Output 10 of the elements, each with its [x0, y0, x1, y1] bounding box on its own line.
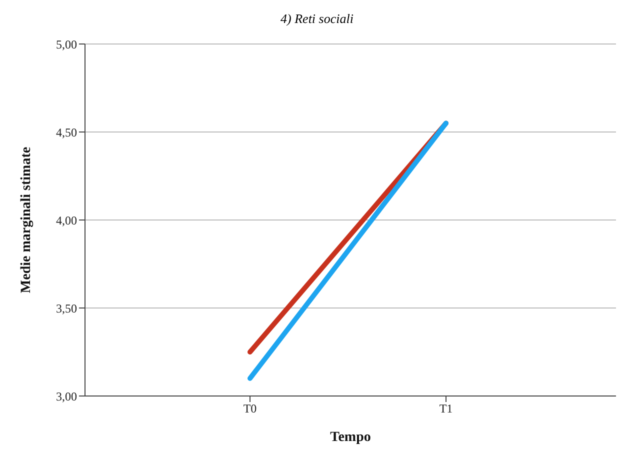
y-tick-label: 4,50: [56, 125, 77, 140]
chart-title: 4) Reti sociali: [280, 10, 354, 28]
y-tick-label: 3,50: [56, 301, 77, 316]
x-tick-label: T0: [243, 402, 257, 416]
y-tick-label: 5,00: [56, 37, 77, 52]
y-tick-label: 3,00: [56, 389, 77, 404]
y-axis-title: Medie marginali stimate: [18, 146, 34, 294]
x-tick-label: T1: [439, 402, 453, 416]
y-tick-label: 4,00: [56, 213, 77, 228]
x-axis-title: Tempo: [330, 430, 371, 445]
